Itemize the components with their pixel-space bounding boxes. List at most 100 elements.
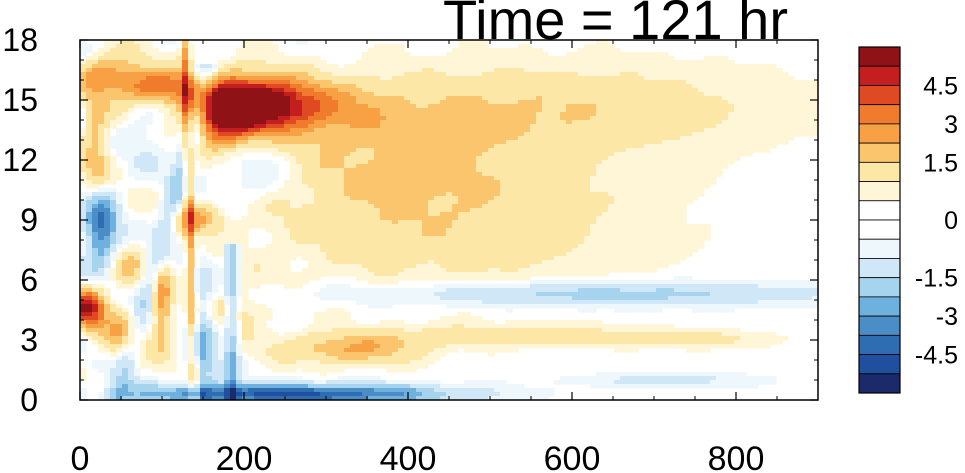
heat-cell [410,80,417,85]
heat-cell [440,192,447,197]
heat-cell [416,392,423,397]
heat-cell [392,168,399,173]
heat-cell [308,172,315,177]
heat-cell [98,56,105,61]
heat-cell [206,240,213,245]
heat-cell [374,336,381,341]
heat-cell [434,208,441,213]
heat-cell [188,204,195,209]
heat-cell [332,272,339,277]
heat-cell [134,316,141,321]
heat-cell [146,200,153,205]
heat-cell [290,152,297,157]
heat-cell [212,220,219,225]
heat-cell [266,360,273,365]
heat-cell [338,356,345,361]
heat-cell [182,96,189,101]
heat-cell [434,72,441,77]
heat-cell [200,84,207,89]
heat-cell [314,196,321,201]
heat-cell [410,276,417,281]
heat-cell [398,276,405,281]
heat-cell [110,140,117,145]
heat-cell [260,252,267,257]
heat-cell [230,84,237,89]
heat-cell [116,84,123,89]
heat-cell [296,276,303,281]
heat-cell [212,376,219,381]
heat-cell [182,52,189,57]
heat-cell [110,96,117,101]
heat-cell [362,68,369,73]
heat-cell [416,180,423,185]
heat-cell [362,100,369,105]
heat-cell [476,144,483,149]
heat-cell [428,116,435,121]
heat-cell [290,180,297,185]
heat-cell [338,164,345,169]
heat-cell [212,156,219,161]
heat-cell [320,92,327,97]
heat-cell [428,332,435,337]
heat-cell [278,240,285,245]
heat-cell [290,136,297,141]
heat-cell [392,296,399,301]
heat-cell [416,328,423,333]
heat-cell [290,276,297,281]
heat-cell [248,216,255,221]
heat-cell [290,120,297,125]
heat-cell [254,64,261,69]
heat-cell [200,280,207,285]
heat-cell [410,292,417,297]
heat-cell [140,360,147,365]
heat-cell [200,80,207,85]
heat-cell [200,188,207,193]
heat-cell [152,392,159,397]
heat-cell [182,108,189,113]
heat-cell [350,160,357,165]
heat-cell [212,120,219,125]
heat-cell [344,116,351,121]
heat-cell [362,92,369,97]
heat-cell [212,240,219,245]
heat-cell [350,136,357,141]
heat-cell [266,48,273,53]
heat-cell [338,124,345,129]
heat-cell [308,72,315,77]
heat-cell [122,384,129,389]
heat-cell [248,352,255,357]
heat-cell [380,172,387,177]
heat-cell [110,156,117,161]
heat-cell [146,356,153,361]
heat-cell [218,248,225,253]
heat-cell [182,248,189,253]
heat-cell [206,336,213,341]
heat-cell [314,112,321,117]
heat-cell [434,164,441,169]
heat-cell [410,108,417,113]
heat-cell [422,68,429,73]
heat-cell [164,300,171,305]
heat-cell [104,288,111,293]
heat-cell [152,176,159,181]
heat-cell [254,136,261,141]
heat-cell [200,208,207,213]
heat-cell [110,76,117,81]
heat-cell [158,200,165,205]
heat-cell [302,184,309,189]
heat-cell [290,184,297,189]
heat-cell [464,256,471,261]
heat-cell [422,264,429,269]
heat-cell [332,264,339,269]
heat-cell [212,136,219,141]
heat-cell [116,240,123,245]
heat-cell [290,172,297,177]
heat-cell [314,80,321,85]
heat-cell [182,184,189,189]
heat-cell [428,384,435,389]
heat-cell [368,244,375,249]
heat-cell [314,240,321,245]
heat-cell [422,188,429,193]
heat-cell [338,120,345,125]
heat-cell [470,244,477,249]
